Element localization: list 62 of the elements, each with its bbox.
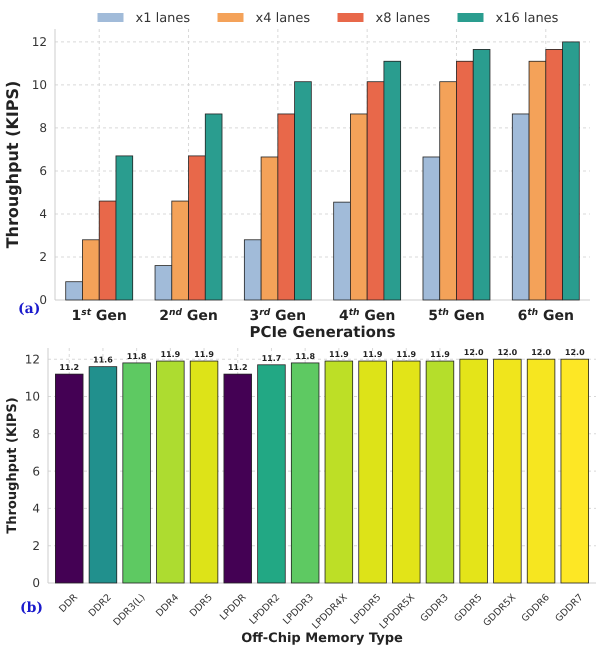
y-tick-label: 2 xyxy=(39,250,47,264)
y-tick-label: 8 xyxy=(32,426,40,441)
x-axis-title: PCIe Generations xyxy=(249,323,396,341)
y-tick-label: 8 xyxy=(39,121,47,136)
bar xyxy=(122,362,151,584)
legend-label: x8 lanes xyxy=(376,11,430,26)
y-tick-label: 12 xyxy=(32,35,47,50)
legend-label: x16 lanes xyxy=(496,11,559,26)
data-label: 12.0 xyxy=(531,348,552,358)
bar xyxy=(493,358,522,584)
bar xyxy=(392,360,420,584)
y-tick-label: 10 xyxy=(32,78,47,92)
data-label: 11.9 xyxy=(160,350,181,360)
y-tick-label: 10 xyxy=(24,390,40,404)
y-tick-label: 0 xyxy=(39,293,47,308)
data-label: 11.9 xyxy=(194,350,214,360)
bar xyxy=(190,360,218,584)
y-axis-title: Throughput (KIPS) xyxy=(3,80,22,248)
x-tick-label: 4$^{th}$ Gen xyxy=(338,308,396,324)
bar xyxy=(358,360,387,584)
bar xyxy=(257,364,286,584)
x-tick-label: 2$^{nd}$ Gen xyxy=(159,308,218,324)
data-label: 11.9 xyxy=(328,350,350,360)
data-label: 11.9 xyxy=(430,350,450,360)
data-label: 11.9 xyxy=(396,350,417,360)
y-tick-label: 0 xyxy=(32,576,40,590)
data-label: 12.0 xyxy=(497,348,518,358)
y-tick-label: 2 xyxy=(32,538,40,553)
y-tick-label: 6 xyxy=(32,464,40,478)
legend-label: x1 lanes xyxy=(136,11,190,26)
x-tick-label: 6$^{th}$ Gen xyxy=(518,308,574,324)
bar xyxy=(55,374,84,584)
bar xyxy=(88,366,118,584)
x-tick-label: 5$^{th}$ Gen xyxy=(428,308,485,324)
x-axis-title: Off-Chip Memory Type xyxy=(241,631,403,646)
bar xyxy=(156,360,185,584)
y-axis-title: Throughput (KIPS) xyxy=(5,397,20,534)
bar xyxy=(459,358,488,584)
bar xyxy=(290,362,320,584)
legend-label: x4 lanes xyxy=(256,11,310,26)
data-label: 11.2 xyxy=(59,363,80,372)
y-tick-label: 12 xyxy=(24,352,40,366)
data-label: 12.0 xyxy=(564,348,586,358)
data-label: 11.2 xyxy=(228,363,248,372)
text: (b) xyxy=(20,600,44,616)
y-tick-label: 4 xyxy=(39,207,47,222)
data-label: 12.0 xyxy=(464,348,484,358)
bar xyxy=(224,374,252,584)
y-tick-label: 6 xyxy=(39,164,47,178)
bar xyxy=(526,358,556,584)
text: (a) xyxy=(18,301,40,317)
x-tick-label: 3$^{rd}$ Gen xyxy=(250,308,306,324)
data-label: 11.8 xyxy=(295,352,316,361)
y-tick-label: 4 xyxy=(32,502,40,516)
data-label: 11.9 xyxy=(362,350,383,360)
data-label: 11.8 xyxy=(126,352,147,361)
bar xyxy=(426,360,454,584)
bar xyxy=(560,358,589,584)
x-tick-label: 1$^{st}$ Gen xyxy=(72,308,127,324)
bar xyxy=(324,360,354,584)
data-label: 11.6 xyxy=(93,356,114,365)
data-label: 11.7 xyxy=(262,354,282,363)
